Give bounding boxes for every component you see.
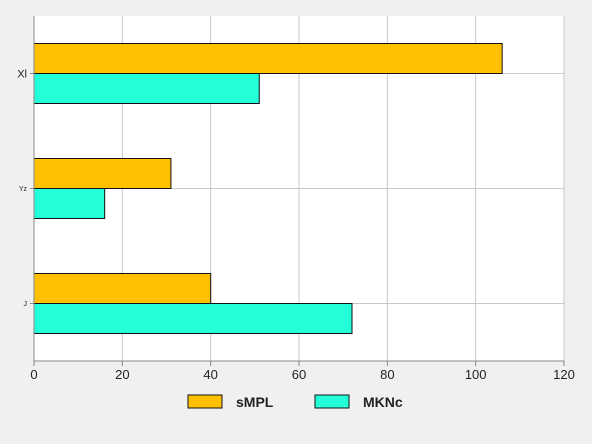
y-tick-label: Xl <box>17 68 27 80</box>
legend: sMPL MKNc <box>187 394 403 410</box>
bar-MKNc-J <box>33 303 353 334</box>
y-tick-label: Yz <box>19 186 28 193</box>
bar-MKNc-Xl <box>33 73 260 104</box>
bar-sMPL-Xl <box>33 43 503 74</box>
legend-swatch-MKNc <box>314 394 350 409</box>
x-tick-label: 120 <box>553 367 575 382</box>
legend-label-sMPL: sMPL <box>236 394 274 410</box>
x-tick-label: 100 <box>465 367 487 382</box>
y-tick-labels: Xl Yz J <box>17 68 27 308</box>
x-tick-label: 80 <box>380 367 394 382</box>
bars <box>33 43 503 334</box>
x-tick-label: 20 <box>115 367 129 382</box>
x-tick-label: 40 <box>203 367 217 382</box>
bar-sMPL-J <box>33 273 212 304</box>
y-tick-label: J <box>24 301 28 308</box>
legend-swatch-sMPL <box>187 394 223 409</box>
x-tick-label: 0 <box>30 367 37 382</box>
bar-sMPL-Yz <box>33 158 172 189</box>
legend-label-MKNc: MKNc <box>363 394 403 410</box>
x-tick-label: 60 <box>292 367 306 382</box>
x-tick-labels: 0 20 40 60 80 100 120 <box>30 367 574 382</box>
bar-MKNc-Yz <box>33 188 106 219</box>
